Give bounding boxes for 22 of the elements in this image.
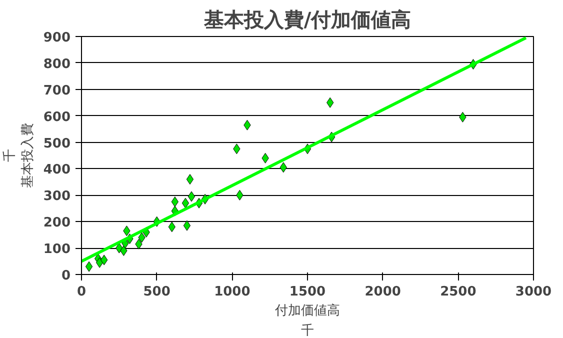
text: 千 — [301, 324, 314, 338]
chart-title: 基本投入費/付加価値高 — [202, 8, 412, 32]
x-tick-label: 1000 — [214, 284, 250, 300]
x-tick-label: 3000 — [515, 284, 552, 300]
y-tick-label: 100 — [43, 242, 71, 258]
y-tick-label: 400 — [43, 162, 71, 178]
x-tick-label: 500 — [143, 284, 170, 300]
y-tick-label: 500 — [43, 136, 71, 152]
y-tick-label: 700 — [43, 83, 71, 98]
x-tick-label: 0 — [76, 284, 86, 300]
x-tick-label: 2500 — [440, 284, 476, 300]
x-tick-label: 2000 — [364, 284, 401, 300]
x-axis-title: 付加価値高 — [274, 302, 340, 318]
y-tick-label: 800 — [43, 56, 71, 72]
y-tick-label: 900 — [43, 30, 71, 46]
text: 千 — [2, 149, 18, 162]
y-tick-label: 200 — [43, 216, 71, 231]
y-tick-label: 300 — [43, 189, 71, 204]
y-tick-label: 0 — [61, 268, 70, 284]
y-axis-title: 基本投入費 — [20, 123, 36, 188]
y-tick-label: 600 — [43, 110, 71, 125]
x-tick-label: 1500 — [289, 284, 326, 300]
